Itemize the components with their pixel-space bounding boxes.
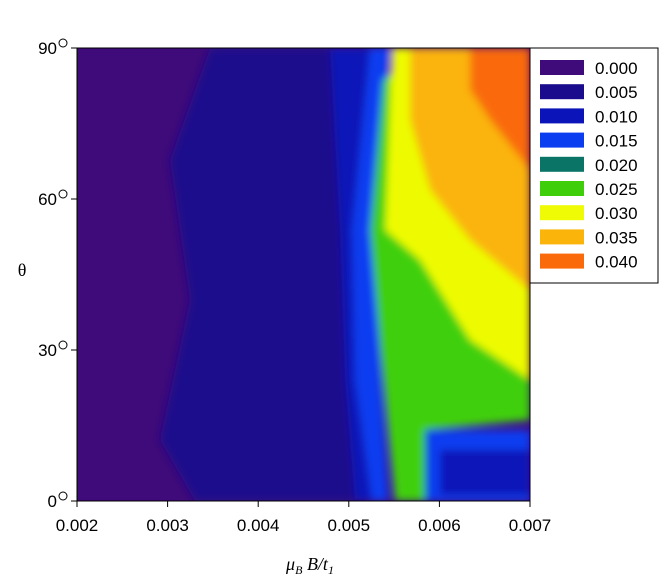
x-tick-label: 0.004 [237, 516, 280, 535]
legend-label: 0.035 [595, 228, 638, 247]
band-level-0-005 [160, 48, 375, 501]
y-tick-label: 90 [38, 39, 57, 58]
x-axis: 0.002 0.003 0.004 0.005 0.006 0.007 [56, 501, 552, 535]
degree-symbol [58, 38, 68, 48]
degree-symbol [58, 189, 68, 199]
x-label-mu: μ [285, 554, 295, 574]
y-tick-label: 60 [38, 190, 57, 209]
legend-swatch [540, 253, 584, 269]
x-axis-label: μB B/t1 [285, 554, 334, 577]
x-tick-label: 0.007 [509, 516, 552, 535]
legend-label: 0.005 [595, 83, 638, 102]
y-tick-label: 0 [48, 492, 57, 511]
legend-swatch [540, 156, 584, 172]
legend-swatch [540, 229, 584, 245]
y-tick-label: 30 [38, 341, 57, 360]
x-label-mid: B/t [302, 554, 328, 574]
legend: 0.000 0.005 0.010 0.015 0.020 0.025 0.030 0.035… [529, 47, 659, 284]
legend-swatch [540, 84, 584, 100]
y-axis: 0 30 60 90 [38, 38, 77, 511]
legend-label: 0.000 [595, 59, 638, 78]
degree-symbol [58, 491, 68, 501]
legend-label: 0.015 [595, 132, 638, 151]
degree-symbol [58, 340, 68, 350]
x-tick-label: 0.005 [328, 516, 371, 535]
legend-label: 0.030 [595, 204, 638, 223]
x-tick-label: 0.006 [418, 516, 461, 535]
legend-swatch [540, 60, 584, 75]
legend-label: 0.040 [595, 253, 638, 272]
contour-fill [160, 48, 530, 501]
legend-swatch [540, 181, 584, 196]
legend-label: 0.025 [595, 180, 638, 199]
band-level-0-010-lower [440, 450, 530, 495]
band-level-0-015-left [352, 48, 390, 501]
plot-area [77, 48, 530, 501]
x-tick-label: 0.003 [146, 516, 189, 535]
x-tick-label: 0.002 [56, 516, 99, 535]
x-label-t-sub: 1 [328, 563, 334, 577]
legend-swatch [540, 108, 584, 124]
y-axis-label: θ [18, 260, 27, 280]
legend-items: 0.000 0.005 0.010 0.015 0.020 0.025 0.030 0.035… [540, 59, 638, 272]
legend-swatch [540, 132, 584, 148]
band-level-0-040 [470, 48, 530, 170]
legend-label: 0.010 [595, 107, 638, 126]
legend-label: 0.020 [595, 156, 638, 175]
x-label-mu-sub: B [295, 563, 303, 577]
legend-swatch [540, 205, 584, 221]
